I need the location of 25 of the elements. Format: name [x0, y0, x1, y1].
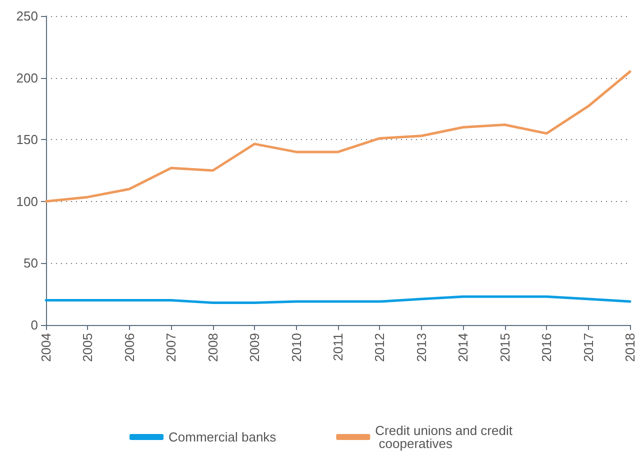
x-tick-label: 2004	[38, 333, 54, 362]
x-tick-label: 2012	[372, 333, 388, 362]
x-tick-label: 2008	[205, 333, 220, 362]
x-tick-label: 2011	[330, 333, 346, 361]
x-tick-label: 2016	[539, 333, 554, 362]
y-tick-label: 150	[16, 132, 38, 148]
x-tick-label: 2010	[288, 333, 304, 362]
x-tick-label: 2015	[497, 333, 512, 362]
y-tick-label: 100	[16, 194, 38, 209]
y-tick-label: 200	[16, 70, 38, 86]
line-series	[44, 295, 632, 304]
x-tick-label: 2018	[622, 333, 638, 362]
x-tick-label: 2013	[414, 333, 429, 362]
x-tick-label: 2014	[456, 333, 471, 362]
y-tick-label: 0	[30, 318, 38, 332]
x-tick-label: 2017	[580, 333, 596, 362]
legend-label: Credit unions and credit cooperatives	[375, 423, 513, 451]
x-tick-label: 2006	[122, 333, 137, 362]
y-tick-label: 50	[24, 256, 38, 271]
x-tick-label: 2007	[164, 333, 179, 362]
legend-label: Commercial banks	[168, 430, 277, 444]
x-tick-label: 2005	[80, 333, 96, 362]
x-tick-label: 2009	[247, 333, 262, 362]
y-tick-label: 250	[16, 8, 38, 24]
line-series	[44, 70, 632, 203]
